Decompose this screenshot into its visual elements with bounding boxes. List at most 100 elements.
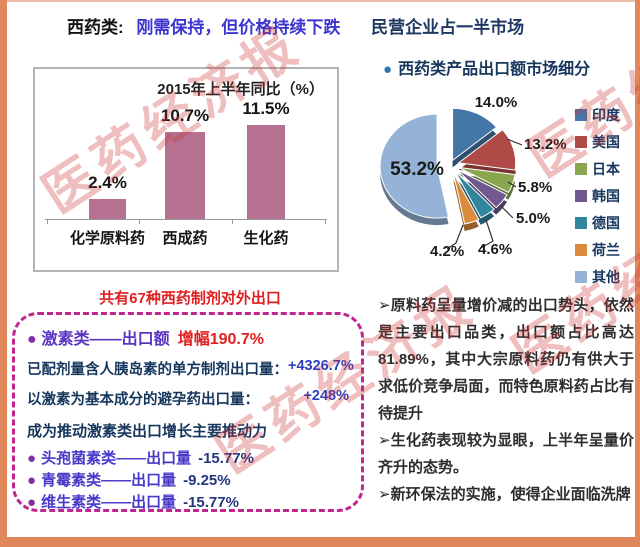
legend-swatch xyxy=(575,190,587,202)
axis-tick xyxy=(232,219,233,224)
decline-value: -15.77% xyxy=(183,494,239,511)
decline-label: 头孢菌素类——出口量 xyxy=(41,450,192,467)
title-category: 西药类: xyxy=(67,18,124,37)
frame-bottom-edge xyxy=(0,537,640,547)
bar-category-label: 西成药 xyxy=(162,230,208,247)
decline-list: ● 头孢菌素类——出口量 -15.77% ● 青霉素类——出口量 -9.25% ● 维生素… xyxy=(27,450,349,512)
bar-value-label: 10.7% xyxy=(160,106,210,125)
pie-slice-美国 xyxy=(457,129,517,171)
legend-item: 美国 xyxy=(575,132,620,152)
x-axis xyxy=(45,219,327,220)
pie-chart-header: ● 西药类产品出口额市场细分 xyxy=(383,55,590,79)
axis-tick xyxy=(325,219,326,224)
bullet-icon: ● xyxy=(383,61,393,78)
decline-label: 维生素类——出口量 xyxy=(41,494,177,511)
legend-label: 德国 xyxy=(592,215,620,231)
legend-swatch xyxy=(575,271,587,283)
bullet-icon: ● xyxy=(27,494,37,511)
pie-leader-line xyxy=(480,219,494,249)
pie-data-label: 5.0% xyxy=(516,210,550,227)
pie-data-label: 14.0% xyxy=(475,94,518,111)
insight-notes: ➢原料药呈量增价减的出口势头，依然是主要出口品类，出口额占比高达81.89%，其… xyxy=(378,292,634,508)
pie-slice-其他 xyxy=(379,113,450,219)
axis-tick xyxy=(139,219,140,224)
pie-leader-line xyxy=(446,224,464,250)
legend-label: 印度 xyxy=(592,107,620,123)
pie-slice-德国 xyxy=(454,170,495,219)
legend-swatch xyxy=(575,109,587,121)
pie-leader-line xyxy=(499,204,514,219)
legend-item: 韩国 xyxy=(575,186,620,206)
legend-label: 美国 xyxy=(592,134,620,150)
legend-swatch xyxy=(575,136,587,148)
bar-chart-plot: 2.4% 化学原料药 10.7% 西成药 11.5% 生化药 xyxy=(35,69,337,270)
hormone-gain-value: 增幅190.7% xyxy=(177,331,264,348)
pie-data-label: 5.8% xyxy=(518,179,552,196)
legend-swatch xyxy=(575,163,587,175)
hormone-label: 激素类——出口额 xyxy=(41,331,170,348)
legend-label: 其他 xyxy=(592,269,620,285)
pie-data-label: 13.2% xyxy=(524,136,567,153)
pie-data-label: 4.2% xyxy=(430,243,464,260)
axis-tick xyxy=(47,219,48,224)
pie-slice-韩国 xyxy=(456,169,508,209)
pie-chart-title: 西药类产品出口额市场细分 xyxy=(398,61,591,78)
pie-slice-印度 xyxy=(452,107,498,162)
detail-value: +248% xyxy=(303,388,349,404)
pie-data-label: 53.2% xyxy=(390,159,444,180)
hormone-highlight-box: ● 激素类——出口额 增幅190.7% 已配剂量含人胰岛素的单方制剂出口量： +43… xyxy=(12,312,364,512)
legend-label: 荷兰 xyxy=(592,242,620,258)
list-item: ● 头孢菌素类——出口量 -15.77% xyxy=(27,450,349,468)
bar-value-label: 11.5% xyxy=(242,99,290,118)
bullet-icon: ● xyxy=(27,472,37,489)
legend-item: 印度 xyxy=(575,105,620,125)
formulations-heading: 共有67种西药制剂对外出口 xyxy=(99,290,281,307)
frame-left-edge xyxy=(0,0,7,547)
bar-value-label: 2.4% xyxy=(88,173,127,192)
hormone-line: ● 激素类——出口额 增幅190.7% xyxy=(27,325,349,349)
decline-value: -15.77% xyxy=(198,450,254,467)
pie-legend: 印度美国日本韩国德国荷兰其他 xyxy=(575,105,620,287)
hormone-driver-note: 成为推动激素类出口增长主要推动力 xyxy=(27,423,268,440)
bar-category-label: 生化药 xyxy=(243,230,289,247)
detail-value: +4326.7% xyxy=(288,358,354,374)
legend-swatch xyxy=(575,244,587,256)
legend-item: 其他 xyxy=(575,267,620,287)
insight-point: ➢生化药表现较为显眼，上半年呈量价齐升的态势。 xyxy=(378,432,634,476)
pie-leader-line xyxy=(507,181,517,188)
bar-生化药 xyxy=(247,125,285,219)
legend-label: 韩国 xyxy=(592,188,620,204)
pie-data-label: 4.6% xyxy=(478,241,512,258)
insight-point: ➢新环保法的实施，使得企业面临洗牌 xyxy=(378,486,631,503)
pie-leader-line xyxy=(506,138,523,146)
bar-化学原料药 xyxy=(89,199,126,219)
legend-item: 德国 xyxy=(575,213,620,233)
decline-value: -9.25% xyxy=(183,472,231,489)
insight-point: ➢原料药呈量增价减的出口势头，依然是主要出口品类，出口额占比高达81.89%，其… xyxy=(378,297,634,422)
decline-label: 青霉素类——出口量 xyxy=(41,472,177,489)
pie-chart: 14.0% 13.2% 5.8% 5.0%4.6% 4.2% 53.2% xyxy=(379,94,567,260)
pie-slice-荷兰 xyxy=(452,172,480,225)
detail-label: 已配剂量含人胰岛素的单方制剂出口量： xyxy=(27,362,288,378)
page-title: 西药类: 刚需保持，但价格持续下跌 民营企业占一半市场 xyxy=(67,13,524,38)
detail-row-contraceptive: 以激素为基本成分的避孕药出口量： +248% xyxy=(27,388,349,409)
bar-chart-panel: 2015年上半年同比（%） 2.4% 化学原料药 10.7% 西成药 11.5% 生化药 xyxy=(33,67,339,272)
title-trend: 刚需保持，但价格持续下跌 xyxy=(136,18,341,37)
bar-西成药 xyxy=(165,132,205,219)
list-item: ● 青霉素类——出口量 -9.25% xyxy=(27,472,349,490)
bar-chart-title: 2015年上半年同比（%） xyxy=(157,81,324,98)
frame-right-edge xyxy=(635,0,640,547)
frame-top-edge xyxy=(0,0,640,2)
bullet-icon: ● xyxy=(27,450,37,467)
bullet-icon: ● xyxy=(27,331,37,348)
legend-item: 日本 xyxy=(575,159,620,179)
bar-category-label: 化学原料药 xyxy=(69,230,145,247)
list-item: ● 维生素类——出口量 -15.77% xyxy=(27,494,349,512)
detail-row-insulin: 已配剂量含人胰岛素的单方制剂出口量： +4326.7% xyxy=(27,358,354,379)
detail-label: 以激素为基本成分的避孕药出口量： xyxy=(27,392,259,408)
title-market: 民营企业占一半市场 xyxy=(371,18,525,37)
legend-swatch xyxy=(575,217,587,229)
pie-slice-日本 xyxy=(458,166,516,194)
legend-label: 日本 xyxy=(592,161,620,177)
